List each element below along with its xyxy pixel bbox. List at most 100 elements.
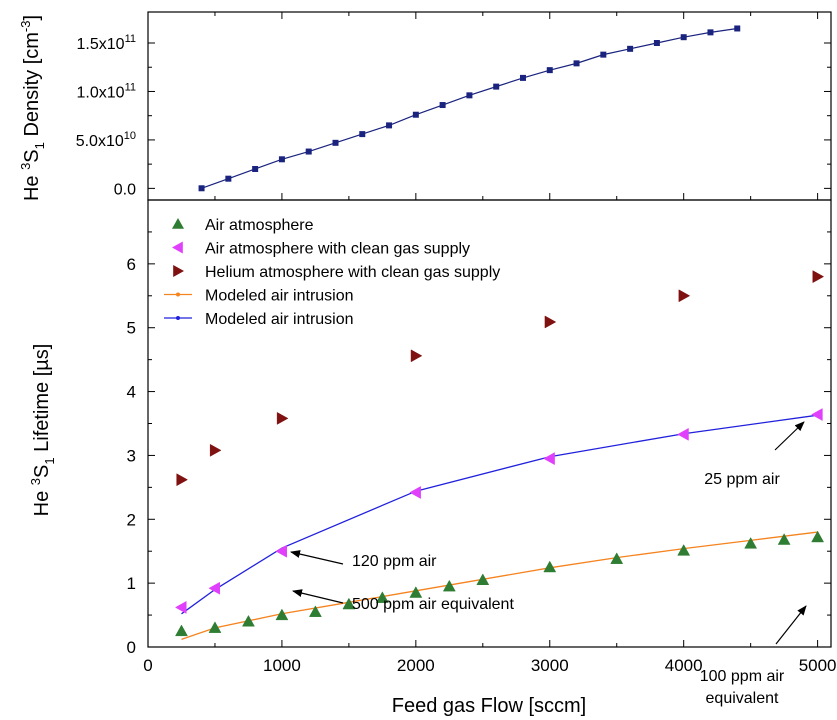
density-line	[201, 27, 738, 189]
legend: Air atmosphere Air atmosphere with clean …	[164, 217, 500, 328]
data-point-series-0	[543, 560, 557, 573]
lifetime-y-tick-label: 6	[127, 255, 136, 274]
annotation-arrow	[775, 605, 807, 645]
x-tick-label: 3000	[531, 656, 569, 675]
density-point	[600, 51, 607, 58]
lifetime-series	[174, 270, 825, 640]
data-point-series-2	[678, 289, 691, 303]
lifetime-y-ticks: 0 1 2 3 4 5 6	[127, 231, 831, 657]
density-point	[493, 83, 500, 90]
density-y-tick-label: 0.0	[114, 181, 136, 198]
density-y-tick-mantissa: 1.5x10	[77, 36, 125, 53]
data-point-series-0	[275, 608, 289, 621]
x-tick-label: 4000	[665, 656, 703, 675]
annotation-line: 500 ppm air equivalent	[352, 596, 514, 613]
lifetime-y-tick-label: 3	[127, 446, 136, 465]
annotation-line: 25 ppm air	[704, 471, 780, 488]
annotation-label: 120 ppm air	[352, 553, 437, 570]
legend-marker	[172, 218, 184, 229]
data-point-series-1	[275, 544, 287, 558]
data-point-series-1	[409, 486, 421, 499]
data-point-series-0	[342, 597, 356, 610]
density-point	[225, 175, 232, 182]
density-plot-frame	[147, 11, 832, 201]
annotation-line: 100 ppm air	[700, 668, 785, 685]
lifetime-y-tick-label: 1	[127, 574, 136, 593]
lifetime-y-label-mid: S	[31, 465, 53, 478]
annotation-label: 25 ppm air	[704, 471, 780, 488]
legend-label: Modeled air intrusion	[205, 288, 354, 305]
density-y-tick-label: 5.0x1010	[76, 130, 136, 150]
annotation-label: 500 ppm air equivalent	[352, 596, 514, 613]
lifetime-panel: 0 1 2 3 4 5 6 0 1000 2000 3000 4000 5000 Air atmosp…	[28, 199, 837, 717]
lifetime-x-ticks: 0 1000 2000 3000 4000 5000	[143, 640, 837, 675]
density-y-tick-mantissa: 0.0	[114, 181, 136, 198]
legend-label: Air atmosphere with clean gas supply	[205, 241, 470, 258]
density-y-label-sup2: -3	[18, 21, 33, 33]
legend-label: Air atmosphere	[205, 217, 314, 234]
x-tick-label: 0	[143, 656, 152, 675]
data-point-series-1	[811, 408, 823, 421]
data-point-series-0	[175, 624, 188, 637]
density-x-ticks	[147, 12, 819, 200]
density-point	[332, 139, 339, 146]
density-point	[680, 34, 687, 41]
data-point-series-0	[442, 579, 456, 592]
lifetime-y-tick-label: 2	[127, 510, 136, 529]
legend-marker	[172, 241, 183, 254]
density-series	[198, 25, 741, 192]
density-y-tick-mantissa: 1.0x10	[77, 84, 125, 101]
density-point	[439, 102, 446, 109]
data-point-series-0	[476, 573, 490, 585]
data-point-series-2	[276, 411, 289, 425]
density-y-tick-label: 1.0x1011	[77, 81, 136, 101]
density-y-label-close: ]	[21, 15, 43, 21]
density-point	[305, 148, 312, 155]
annotation-arrow	[290, 550, 344, 565]
model-line-4	[181, 414, 818, 615]
data-point-series-0	[744, 537, 758, 549]
density-y-tick-mantissa: 5.0x10	[76, 133, 124, 150]
lifetime-y-tick-label: 0	[127, 638, 136, 657]
density-point	[198, 185, 205, 192]
data-point-series-2	[544, 315, 557, 329]
density-y-axis-label: He 3S1 Density [cm-3]	[18, 15, 47, 201]
density-point	[412, 111, 419, 118]
data-point-series-0	[777, 533, 791, 545]
legend-marker	[173, 265, 184, 277]
density-y-tick-exponent: 10	[124, 130, 136, 142]
density-y-tick-label: 1.5x1011	[77, 33, 136, 53]
density-y-label-pre: He	[21, 170, 43, 201]
data-point-series-1	[174, 600, 187, 614]
density-point	[734, 25, 741, 32]
lifetime-y-label-post: Lifetime [µs]	[31, 344, 53, 458]
data-point-series-0	[375, 591, 389, 603]
density-y-tick-exponent: 11	[125, 33, 136, 45]
data-point-series-0	[242, 614, 255, 627]
data-point-series-1	[543, 452, 555, 466]
data-point-series-1	[677, 427, 689, 441]
density-point	[519, 74, 526, 81]
data-point-series-2	[176, 473, 188, 487]
density-point	[707, 29, 714, 36]
density-y-label-sup1: 3	[18, 163, 33, 170]
density-point	[386, 122, 393, 129]
x-tick-label: 1000	[263, 656, 301, 675]
lifetime-y-label-pre: He	[31, 485, 53, 516]
data-point-series-2	[209, 443, 222, 457]
x-tick-label: 5000	[799, 656, 837, 675]
data-point-series-1	[208, 581, 221, 595]
annotation-line: equivalent	[706, 690, 780, 707]
x-tick-label: 2000	[397, 656, 435, 675]
data-point-series-0	[811, 530, 825, 543]
x-axis-label: Feed gas Flow [sccm]	[392, 695, 587, 717]
density-point	[278, 156, 285, 163]
density-point	[627, 45, 634, 52]
density-y-label-mid: S	[21, 149, 43, 162]
density-y-label-post: Density [cm	[21, 32, 43, 142]
density-point	[546, 67, 553, 74]
annotation-label: 100 ppm air equivalent	[700, 668, 785, 707]
lifetime-y-tick-label: 4	[127, 383, 136, 402]
legend-label: Modeled air intrusion	[205, 311, 354, 328]
